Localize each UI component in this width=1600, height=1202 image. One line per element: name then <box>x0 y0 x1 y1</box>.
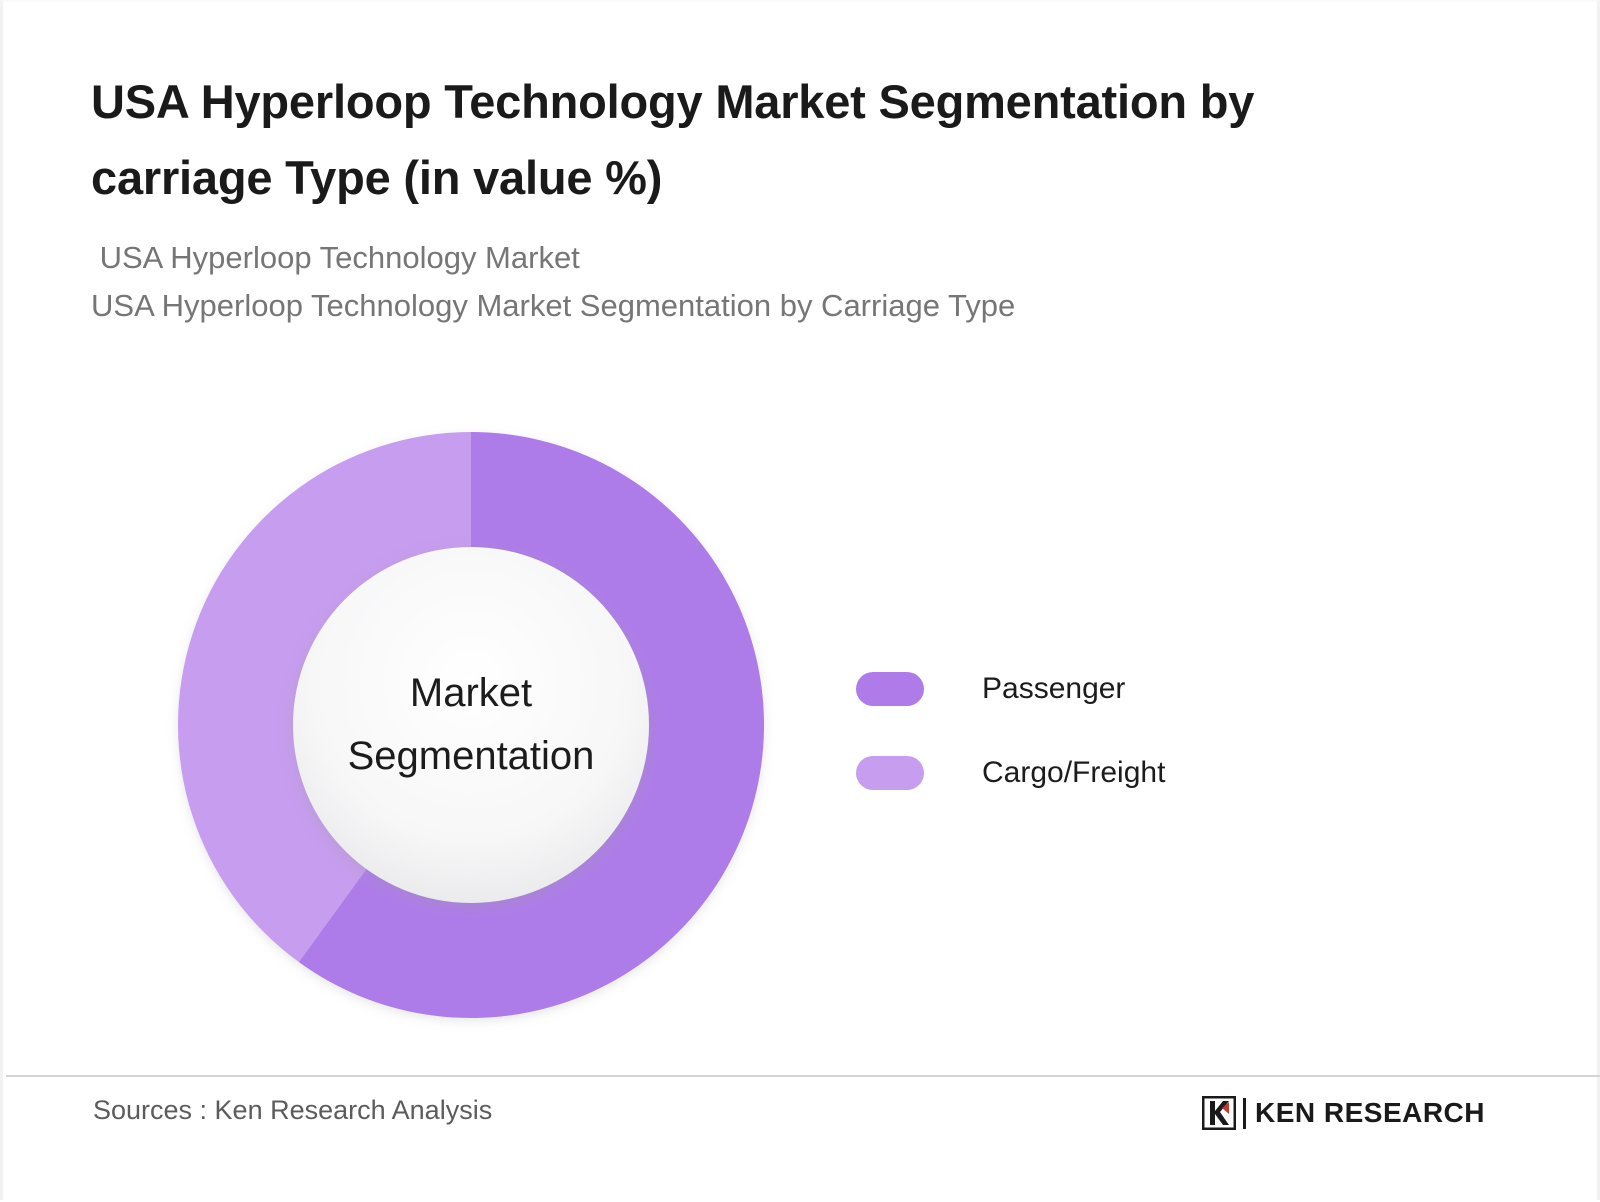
subtitle-line-segmentation: USA Hyperloop Technology Market Segmenta… <box>91 288 1016 324</box>
legend-item-cargo-freight[interactable]: Cargo/Freight <box>856 731 1165 815</box>
donut-slice-cargo-freight[interactable] <box>178 432 472 963</box>
legend-swatch-passenger <box>856 672 924 706</box>
legend-item-passenger[interactable]: Passenger <box>856 647 1165 731</box>
footer-source-text: Sources : Ken Research Analysis <box>93 1095 493 1125</box>
donut-hole <box>293 547 649 903</box>
ken-research-logo-divider <box>1242 1097 1246 1129</box>
header: USA Hyperloop Technology Market Segmenta… <box>91 64 1421 330</box>
subtitle-line-market: USA Hyperloop Technology Market <box>91 240 580 276</box>
donut-center-label: Market Segmentation <box>178 432 764 1018</box>
donut-ring <box>178 432 765 1018</box>
legend-label-passenger: Passenger <box>982 672 1126 705</box>
ken-research-logo: KEN RESEARCH <box>1201 1095 1485 1131</box>
donut-center-line-1: Market <box>409 670 533 715</box>
chart-legend: Passenger Cargo/Freight <box>856 647 1165 815</box>
footer-divider <box>6 1075 1600 1077</box>
donut-chart: Market Segmentation <box>178 432 765 1018</box>
page-title: USA Hyperloop Technology Market Segmenta… <box>91 75 1255 205</box>
donut-slice-passenger[interactable] <box>298 432 765 1018</box>
legend-swatch-cargo-freight <box>856 756 924 790</box>
ken-research-k-mark-icon <box>1201 1095 1237 1131</box>
legend-label-cargo-freight: Cargo/Freight <box>982 756 1166 789</box>
donut-svg <box>178 432 765 1018</box>
donut-center-line-2: Segmentation <box>347 734 595 778</box>
ken-research-wordmark: KEN RESEARCH <box>1254 1097 1485 1128</box>
subtitle-block: USA Hyperloop Technology Market USA Hype… <box>91 234 1421 330</box>
